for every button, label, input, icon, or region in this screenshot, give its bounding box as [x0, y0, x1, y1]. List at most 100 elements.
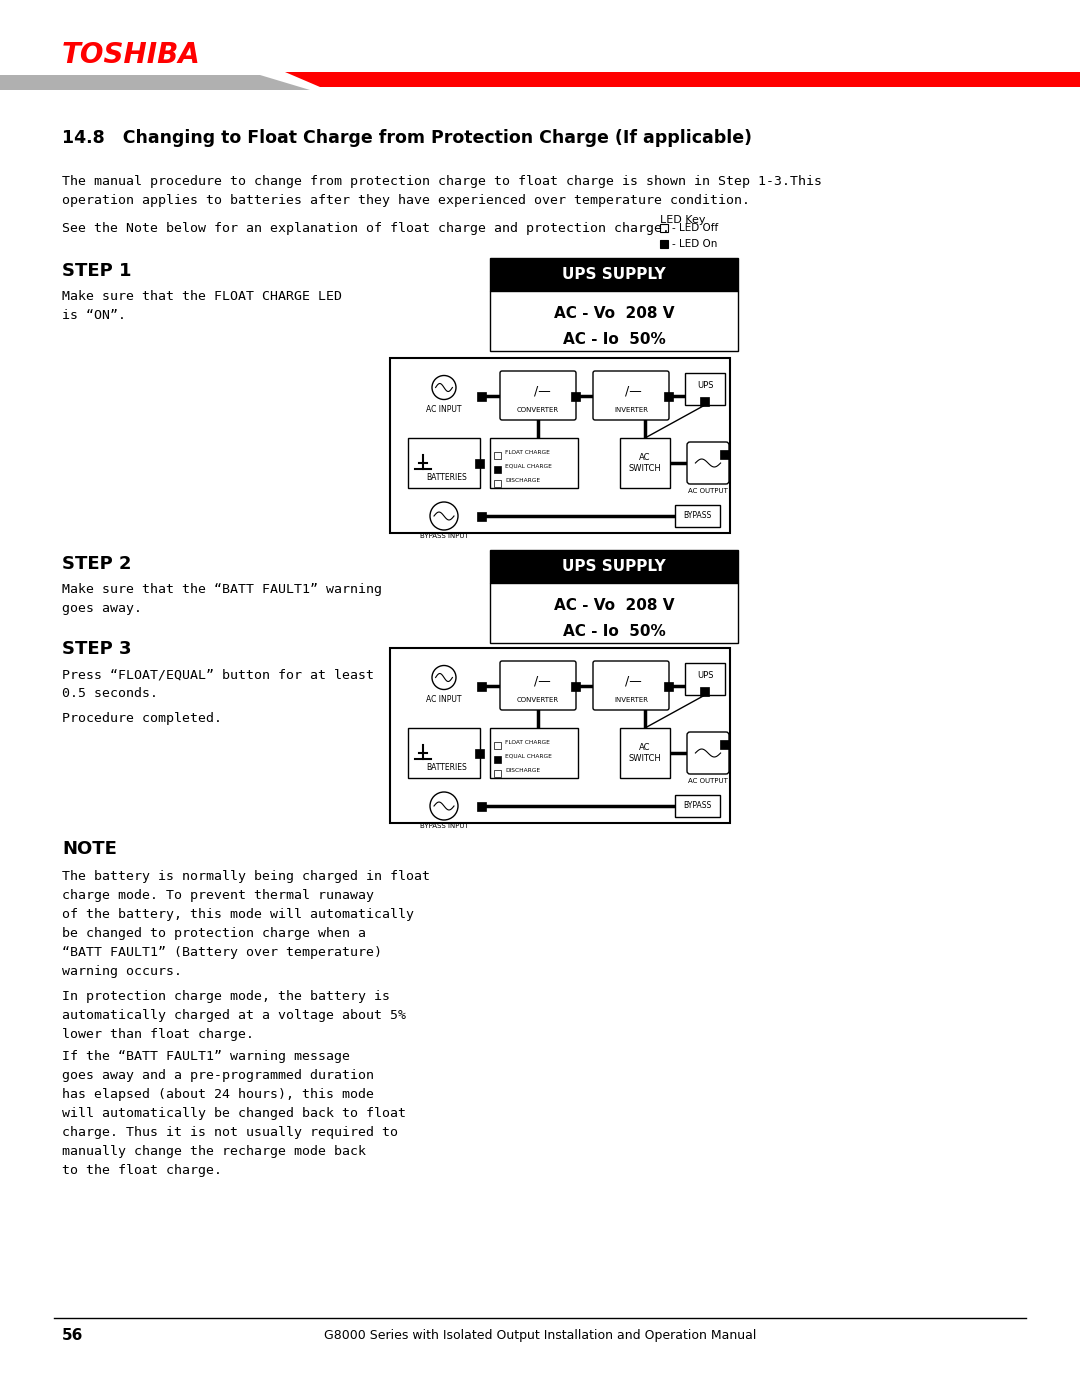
Text: BYPASS: BYPASS [684, 802, 712, 810]
Bar [660, 240, 669, 249]
Circle shape [430, 792, 458, 820]
Text: EQUAL CHARGE: EQUAL CHARGE [505, 464, 552, 468]
Bar [620, 728, 670, 778]
Text: UPS SUPPLY: UPS SUPPLY [562, 559, 666, 574]
Text: DISCHARGE: DISCHARGE [505, 478, 540, 482]
Bar [490, 728, 578, 778]
FancyBboxPatch shape [687, 732, 729, 774]
Text: CONVERTER: CONVERTER [517, 697, 559, 703]
Text: AC - Vo  208 V: AC - Vo 208 V [554, 598, 674, 612]
Bar [620, 439, 670, 488]
Text: FLOAT CHARGE: FLOAT CHARGE [505, 739, 550, 745]
Polygon shape [285, 73, 1080, 87]
Text: Procedure completed.: Procedure completed. [62, 712, 222, 725]
Text: BYPASS INPUT: BYPASS INPUT [420, 534, 469, 539]
Bar [494, 756, 501, 763]
Bar [685, 373, 725, 405]
Text: TOSHIBA: TOSHIBA [62, 41, 201, 68]
Text: - LED On: - LED On [672, 239, 717, 249]
Bar [675, 795, 720, 817]
Text: /—: /— [621, 675, 642, 687]
Bar [664, 391, 673, 401]
Circle shape [432, 376, 456, 400]
Bar [490, 550, 738, 583]
Bar [664, 682, 673, 690]
Text: Make sure that the FLOAT CHARGE LED
is “ON”.: Make sure that the FLOAT CHARGE LED is “… [62, 291, 342, 321]
Text: The battery is normally being charged in float
charge mode. To prevent thermal r: The battery is normally being charged in… [62, 870, 430, 978]
Text: FLOAT CHARGE: FLOAT CHARGE [505, 450, 550, 454]
Bar [494, 453, 501, 460]
Text: Make sure that the “BATT FAULT1” warning
goes away.: Make sure that the “BATT FAULT1” warning… [62, 583, 382, 615]
Bar [475, 460, 484, 468]
Text: CONVERTER: CONVERTER [517, 407, 559, 414]
Text: /—: /— [526, 386, 551, 398]
Bar [660, 224, 669, 232]
Bar [720, 740, 729, 749]
Text: INVERTER: INVERTER [615, 407, 648, 414]
FancyBboxPatch shape [593, 661, 669, 710]
Bar [477, 391, 486, 401]
Text: AC INPUT: AC INPUT [427, 405, 462, 415]
Text: AC
SWITCH: AC SWITCH [629, 453, 661, 474]
Text: 56: 56 [62, 1327, 83, 1343]
Text: BYPASS INPUT: BYPASS INPUT [420, 823, 469, 828]
Bar [720, 450, 729, 460]
Text: 14.8   Changing to Float Charge from Protection Charge (If applicable): 14.8 Changing to Float Charge from Prote… [62, 129, 752, 147]
Text: STEP 2: STEP 2 [62, 555, 132, 573]
Bar [571, 682, 580, 690]
Bar [477, 682, 486, 690]
Bar [675, 504, 720, 527]
FancyBboxPatch shape [500, 372, 576, 420]
Text: UPS: UPS [697, 380, 713, 390]
Text: EQUAL CHARGE: EQUAL CHARGE [505, 753, 552, 759]
Text: G8000 Series with Isolated Output Installation and Operation Manual: G8000 Series with Isolated Output Instal… [324, 1329, 756, 1341]
Text: BATTERIES: BATTERIES [427, 474, 468, 482]
Bar [494, 742, 501, 749]
Bar [477, 802, 486, 812]
Bar [408, 728, 480, 778]
Text: - LED Off: - LED Off [672, 224, 718, 233]
FancyBboxPatch shape [500, 661, 576, 710]
FancyBboxPatch shape [687, 441, 729, 483]
Text: AC OUTPUT: AC OUTPUT [688, 488, 728, 495]
Text: NOTE: NOTE [62, 840, 117, 858]
Bar [390, 648, 730, 823]
Text: AC
SWITCH: AC SWITCH [629, 743, 661, 763]
Text: BYPASS: BYPASS [684, 511, 712, 521]
Text: UPS: UPS [697, 671, 713, 679]
Polygon shape [0, 75, 310, 89]
Bar [685, 664, 725, 694]
Bar [494, 481, 501, 488]
Text: /—: /— [526, 675, 551, 687]
Bar [700, 397, 708, 407]
Bar [490, 291, 738, 351]
Bar [390, 358, 730, 534]
Text: LED Key: LED Key [660, 215, 705, 225]
Text: STEP 1: STEP 1 [62, 263, 132, 279]
Bar [477, 511, 486, 521]
Text: AC INPUT: AC INPUT [427, 696, 462, 704]
Circle shape [430, 502, 458, 529]
Text: DISCHARGE: DISCHARGE [505, 767, 540, 773]
Bar [494, 770, 501, 777]
Text: The manual procedure to change from protection charge to float charge is shown i: The manual procedure to change from prot… [62, 175, 822, 207]
Bar [700, 687, 708, 696]
Text: /—: /— [621, 386, 642, 398]
Bar [408, 439, 480, 488]
Bar [490, 258, 738, 291]
FancyBboxPatch shape [593, 372, 669, 420]
Circle shape [432, 665, 456, 690]
Bar [571, 391, 580, 401]
Text: AC - Io  50%: AC - Io 50% [563, 623, 665, 638]
Bar [490, 439, 578, 488]
Text: If the “BATT FAULT1” warning message
goes away and a pre-programmed duration
has: If the “BATT FAULT1” warning message goe… [62, 1051, 406, 1178]
Text: BATTERIES: BATTERIES [427, 764, 468, 773]
Text: STEP 3: STEP 3 [62, 640, 132, 658]
Text: AC - Io  50%: AC - Io 50% [563, 331, 665, 346]
Text: UPS SUPPLY: UPS SUPPLY [562, 267, 666, 282]
Text: In protection charge mode, the battery is
automatically charged at a voltage abo: In protection charge mode, the battery i… [62, 990, 406, 1041]
Bar [490, 583, 738, 643]
Text: See the Note below for an explanation of float charge and protection charge.: See the Note below for an explanation of… [62, 222, 670, 235]
Text: AC OUTPUT: AC OUTPUT [688, 778, 728, 784]
Bar [494, 467, 501, 474]
